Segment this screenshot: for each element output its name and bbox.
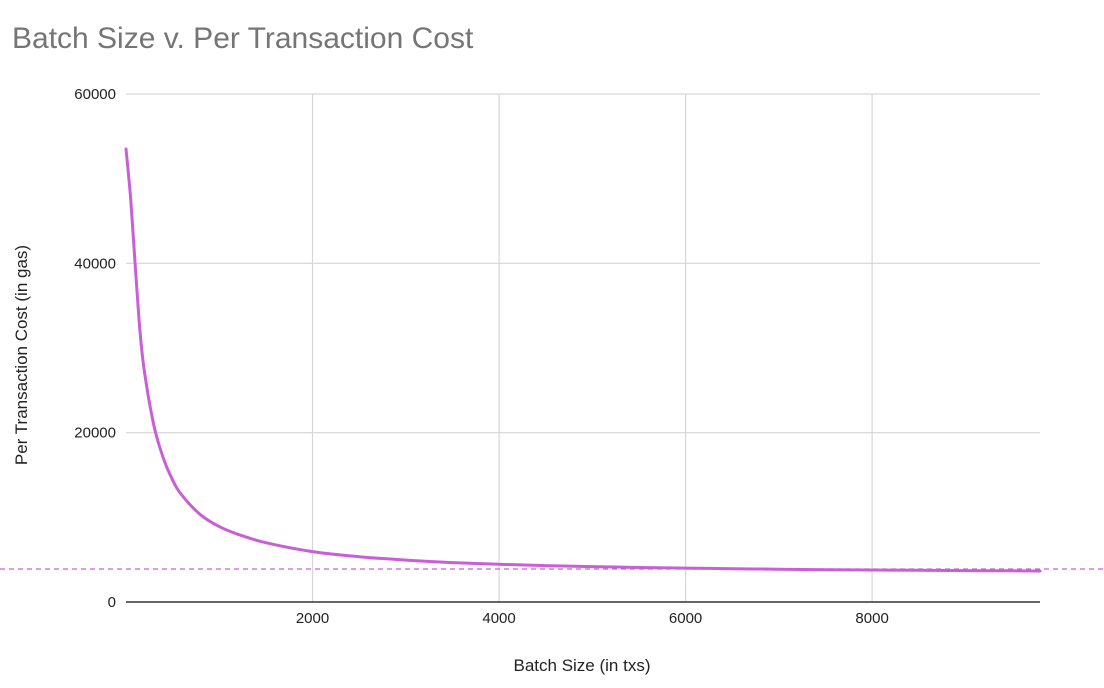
series-group [124, 147, 1042, 573]
gridlines [126, 93, 1040, 602]
tick-labels: 0 20000 40000 60000 2000 4000 6000 8000 [74, 86, 889, 627]
y-tick-label: 40000 [74, 255, 116, 272]
x-axis-title: Batch Size (in txs) [514, 656, 651, 675]
y-tick-label: 0 [108, 594, 116, 611]
chart-title: Batch Size v. Per Transaction Cost [12, 22, 474, 55]
y-tick-label: 60000 [74, 86, 116, 103]
x-tick-label: 8000 [855, 610, 888, 627]
x-tick-label: 6000 [669, 610, 702, 627]
y-tick-label: 20000 [74, 425, 116, 442]
y-axis-title: Per Transaction Cost (in gas) [12, 245, 31, 465]
x-tick-label: 4000 [482, 610, 515, 627]
series-line [124, 147, 1042, 573]
x-tick-label: 2000 [296, 610, 329, 627]
